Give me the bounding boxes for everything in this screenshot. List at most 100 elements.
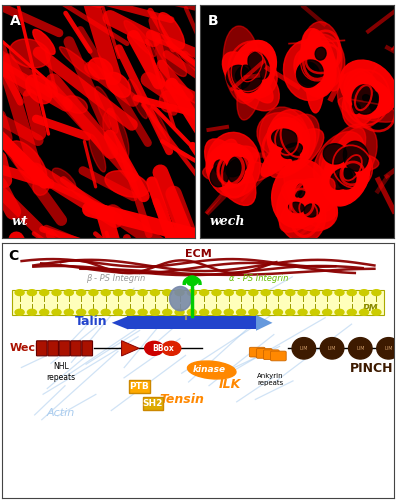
FancyBboxPatch shape [59,341,70,356]
Text: B: B [208,14,218,28]
Ellipse shape [268,110,316,167]
Circle shape [52,290,61,296]
Ellipse shape [344,69,376,108]
Text: A: A [10,14,21,28]
Ellipse shape [330,168,352,190]
Ellipse shape [210,146,242,186]
Circle shape [372,310,381,315]
Ellipse shape [339,148,370,188]
Text: Tail: Tail [211,318,224,328]
FancyBboxPatch shape [70,341,81,356]
Ellipse shape [226,158,248,177]
Ellipse shape [314,132,364,188]
Ellipse shape [33,176,49,196]
Circle shape [150,290,160,296]
Ellipse shape [248,52,269,79]
Ellipse shape [10,39,50,68]
Circle shape [163,290,172,296]
Circle shape [200,310,209,315]
Text: LIM: LIM [356,346,365,351]
Ellipse shape [145,342,164,355]
Ellipse shape [352,82,381,115]
Ellipse shape [105,170,149,198]
Circle shape [360,290,369,296]
Ellipse shape [235,65,251,82]
Polygon shape [112,316,128,330]
Ellipse shape [88,58,113,79]
Circle shape [126,290,135,296]
Circle shape [310,310,320,315]
Text: PM: PM [363,304,378,314]
Ellipse shape [301,22,342,91]
Circle shape [236,290,246,296]
Ellipse shape [213,144,252,184]
Circle shape [89,290,98,296]
Circle shape [76,290,86,296]
Ellipse shape [301,28,336,93]
Ellipse shape [352,85,377,114]
Circle shape [15,310,24,315]
Text: ECM: ECM [185,249,211,259]
Circle shape [175,310,184,315]
Ellipse shape [322,128,366,196]
Ellipse shape [230,60,279,111]
Ellipse shape [334,143,370,195]
Ellipse shape [343,142,368,171]
Circle shape [138,290,147,296]
Text: PTB: PTB [129,382,149,391]
Circle shape [286,290,295,296]
Circle shape [114,290,122,296]
Ellipse shape [209,140,238,186]
Circle shape [101,290,110,296]
Circle shape [212,290,221,296]
Circle shape [261,290,270,296]
Polygon shape [256,315,272,330]
Ellipse shape [10,141,47,183]
FancyBboxPatch shape [270,351,286,361]
Ellipse shape [211,146,258,177]
Ellipse shape [274,120,303,156]
Ellipse shape [128,79,147,118]
Ellipse shape [169,286,191,310]
Ellipse shape [106,72,131,98]
Circle shape [372,290,381,296]
Ellipse shape [259,107,310,172]
Ellipse shape [267,118,306,160]
Ellipse shape [162,342,181,355]
Ellipse shape [103,110,129,162]
Text: LIM: LIM [300,346,308,351]
Ellipse shape [33,30,55,54]
Circle shape [261,310,270,315]
Circle shape [89,310,98,315]
Circle shape [138,310,147,315]
Ellipse shape [203,160,270,184]
Text: SH2: SH2 [143,398,163,407]
Circle shape [249,310,258,315]
Circle shape [27,310,36,315]
Ellipse shape [243,70,273,103]
Text: wt: wt [11,215,28,228]
Ellipse shape [232,40,276,94]
Ellipse shape [59,46,99,80]
Ellipse shape [89,134,106,172]
Circle shape [249,290,258,296]
Circle shape [224,290,233,296]
Ellipse shape [214,160,225,174]
Ellipse shape [227,157,244,183]
Text: LIM: LIM [328,346,336,351]
Ellipse shape [236,56,277,98]
Text: CC: CC [122,344,133,353]
Circle shape [212,310,221,315]
Ellipse shape [337,168,356,189]
Ellipse shape [323,144,347,164]
FancyBboxPatch shape [128,316,257,330]
Circle shape [335,290,344,296]
Ellipse shape [186,276,198,285]
Ellipse shape [234,68,262,100]
Ellipse shape [187,361,236,379]
Circle shape [163,310,172,315]
Text: α - PS Integrin: α - PS Integrin [229,274,288,282]
FancyBboxPatch shape [249,348,265,357]
Ellipse shape [299,189,305,198]
Ellipse shape [377,338,396,359]
